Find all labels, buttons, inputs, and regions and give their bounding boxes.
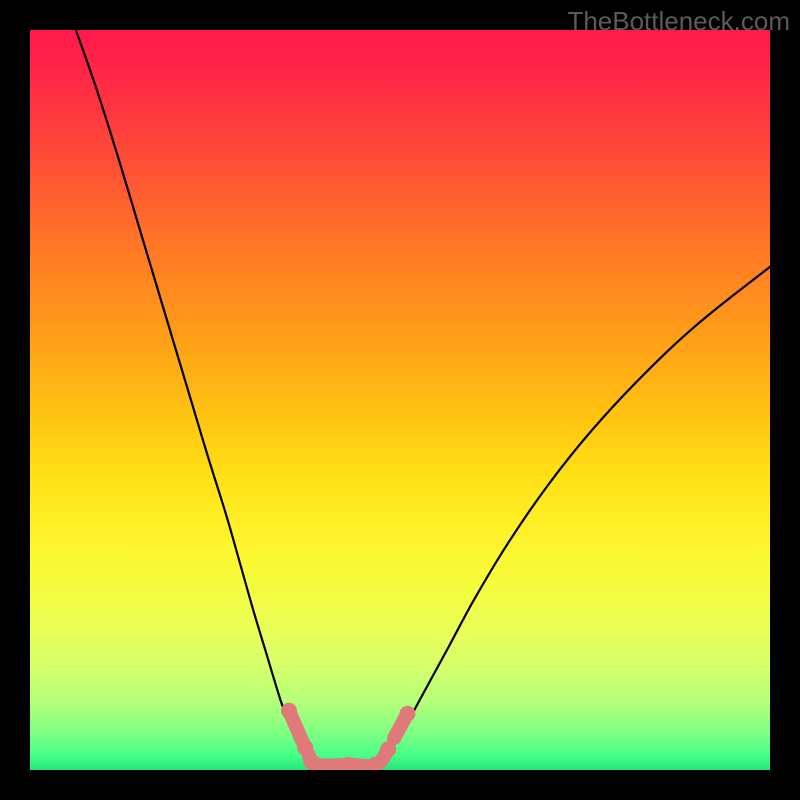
chart-container: TheBottleneck.com [0, 0, 800, 800]
plot-area [30, 30, 770, 770]
highlight-dot [399, 706, 415, 722]
highlight-dot [297, 740, 313, 756]
gradient-background [30, 30, 770, 770]
bottleneck-chart-svg [30, 30, 770, 770]
highlight-dot [305, 755, 321, 770]
highlight-dot [380, 741, 396, 757]
highlight-dot [281, 703, 297, 719]
watermark-text: TheBottleneck.com [567, 6, 790, 37]
